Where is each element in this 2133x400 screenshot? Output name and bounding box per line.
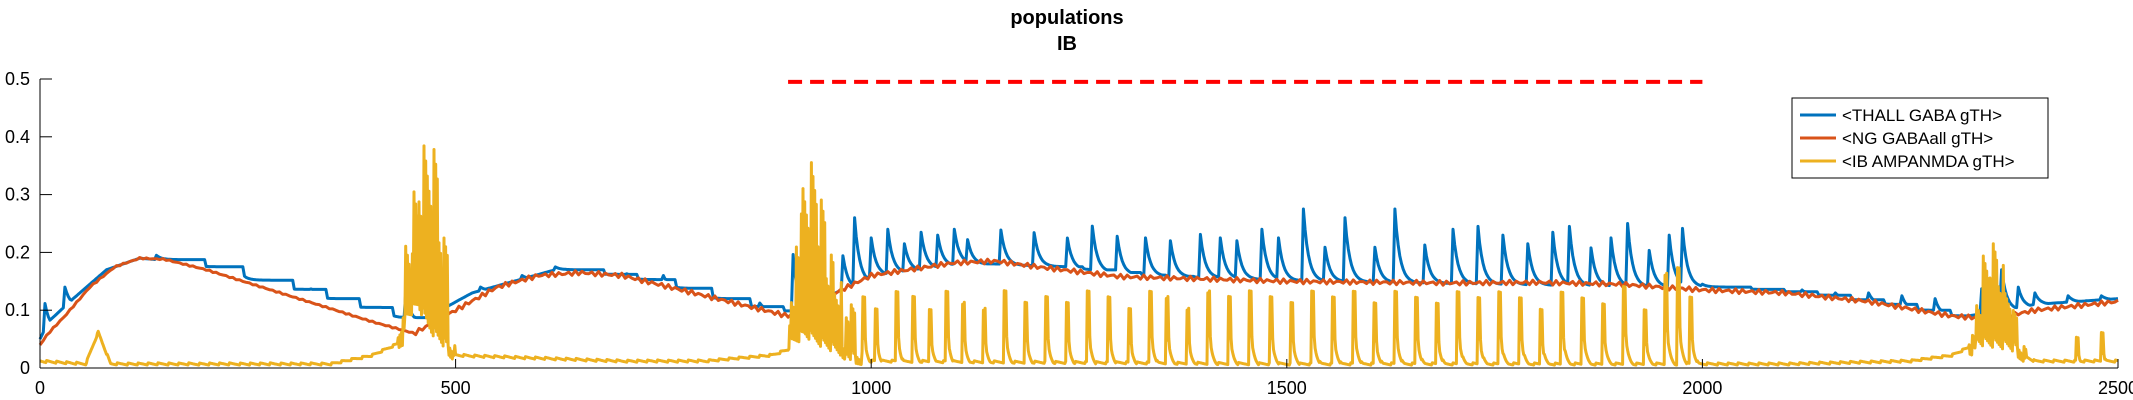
y-tick-label: 0.5 bbox=[5, 69, 30, 89]
legend-label-ib: <IB AMPANMDA gTH> bbox=[1842, 152, 2015, 171]
legend-label-thall: <THALL GABA gTH> bbox=[1842, 106, 2002, 125]
legend: <THALL GABA gTH> <NG GABAall gTH> <IB AM… bbox=[1791, 97, 2049, 179]
series-layer bbox=[38, 144, 2119, 367]
series-line-ib bbox=[39, 144, 2119, 367]
chart-subtitle: IB bbox=[1057, 33, 1077, 55]
series-line-thall bbox=[38, 207, 2119, 340]
y-tick-label: 0.1 bbox=[5, 300, 30, 320]
chart-title: populations bbox=[1010, 7, 1123, 29]
x-tick-label: 1000 bbox=[851, 378, 891, 398]
y-tick-label: 0.3 bbox=[5, 185, 30, 205]
series-line-ng bbox=[38, 256, 2119, 346]
legend-label-ng: <NG GABAall gTH> bbox=[1842, 129, 1993, 148]
y-tick-label: 0.4 bbox=[5, 127, 30, 147]
y-tick-label: 0.2 bbox=[5, 242, 30, 262]
x-tick-label: 0 bbox=[35, 378, 45, 398]
y-tick-label: 0 bbox=[20, 358, 30, 378]
x-tick-label: 500 bbox=[441, 378, 471, 398]
x-tick-label: 2000 bbox=[1682, 378, 1722, 398]
x-tick-label: 1500 bbox=[1267, 378, 1307, 398]
